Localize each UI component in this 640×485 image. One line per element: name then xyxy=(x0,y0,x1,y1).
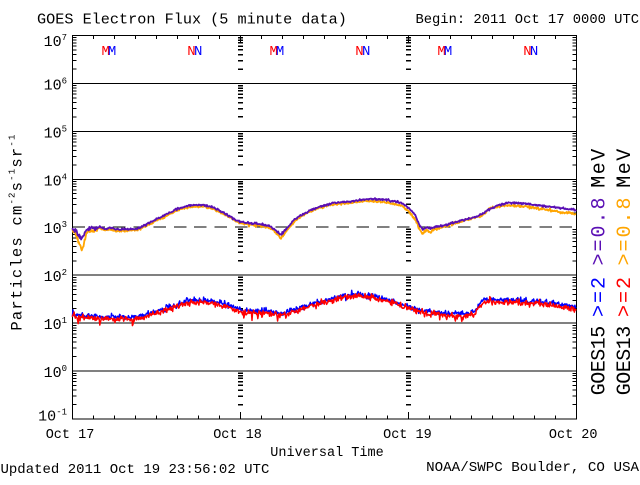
svg-text:>=0.8: >=0.8 xyxy=(589,195,612,265)
svg-text:N: N xyxy=(523,44,531,60)
svg-text:M: M xyxy=(444,44,452,60)
svg-text:104: 104 xyxy=(44,172,67,190)
svg-text:N: N xyxy=(362,44,370,60)
svg-text:105: 105 xyxy=(44,124,67,142)
svg-text:M: M xyxy=(276,44,284,60)
svg-text:M: M xyxy=(437,44,445,60)
svg-text:107: 107 xyxy=(44,33,67,51)
svg-text:GOES Electron Flux (5 minute d: GOES Electron Flux (5 minute data) xyxy=(37,11,347,29)
svg-text:>=2: >=2 xyxy=(589,275,612,317)
svg-text:GOES13: GOES13 xyxy=(614,326,637,395)
svg-text:N: N xyxy=(194,44,202,60)
svg-text:MeV: MeV xyxy=(589,147,612,188)
svg-text:Oct 18: Oct 18 xyxy=(213,428,262,443)
svg-text:102: 102 xyxy=(44,268,67,286)
svg-text:M: M xyxy=(269,44,277,60)
svg-text:GOES15: GOES15 xyxy=(589,326,612,395)
svg-text:N: N xyxy=(355,44,363,60)
svg-text:>=0.8: >=0.8 xyxy=(614,195,637,265)
svg-text:101: 101 xyxy=(44,316,67,334)
svg-text:Begin: 2011 Oct 17 0000 UTC: Begin: 2011 Oct 17 0000 UTC xyxy=(415,12,639,28)
svg-text:100: 100 xyxy=(44,364,67,382)
svg-text:Particles cm-2s-1sr-1: Particles cm-2s-1sr-1 xyxy=(8,133,27,330)
svg-text:M: M xyxy=(108,44,116,60)
svg-text:106: 106 xyxy=(44,76,67,94)
svg-text:Updated 2011 Oct 19 23:56:02 U: Updated 2011 Oct 19 23:56:02 UTC xyxy=(1,462,270,478)
svg-text:M: M xyxy=(102,44,110,60)
svg-text:N: N xyxy=(530,44,538,60)
svg-text:Universal Time: Universal Time xyxy=(270,446,383,461)
svg-text:Oct 19: Oct 19 xyxy=(383,428,432,443)
svg-text:>=2: >=2 xyxy=(614,275,637,317)
svg-text:NOAA/SWPC Boulder, CO USA: NOAA/SWPC Boulder, CO USA xyxy=(426,460,639,476)
svg-text:N: N xyxy=(187,44,195,60)
svg-text:Oct 20: Oct 20 xyxy=(549,428,598,443)
svg-text:103: 103 xyxy=(44,220,67,238)
svg-text:MeV: MeV xyxy=(614,147,637,188)
svg-text:Oct 17: Oct 17 xyxy=(46,428,95,443)
